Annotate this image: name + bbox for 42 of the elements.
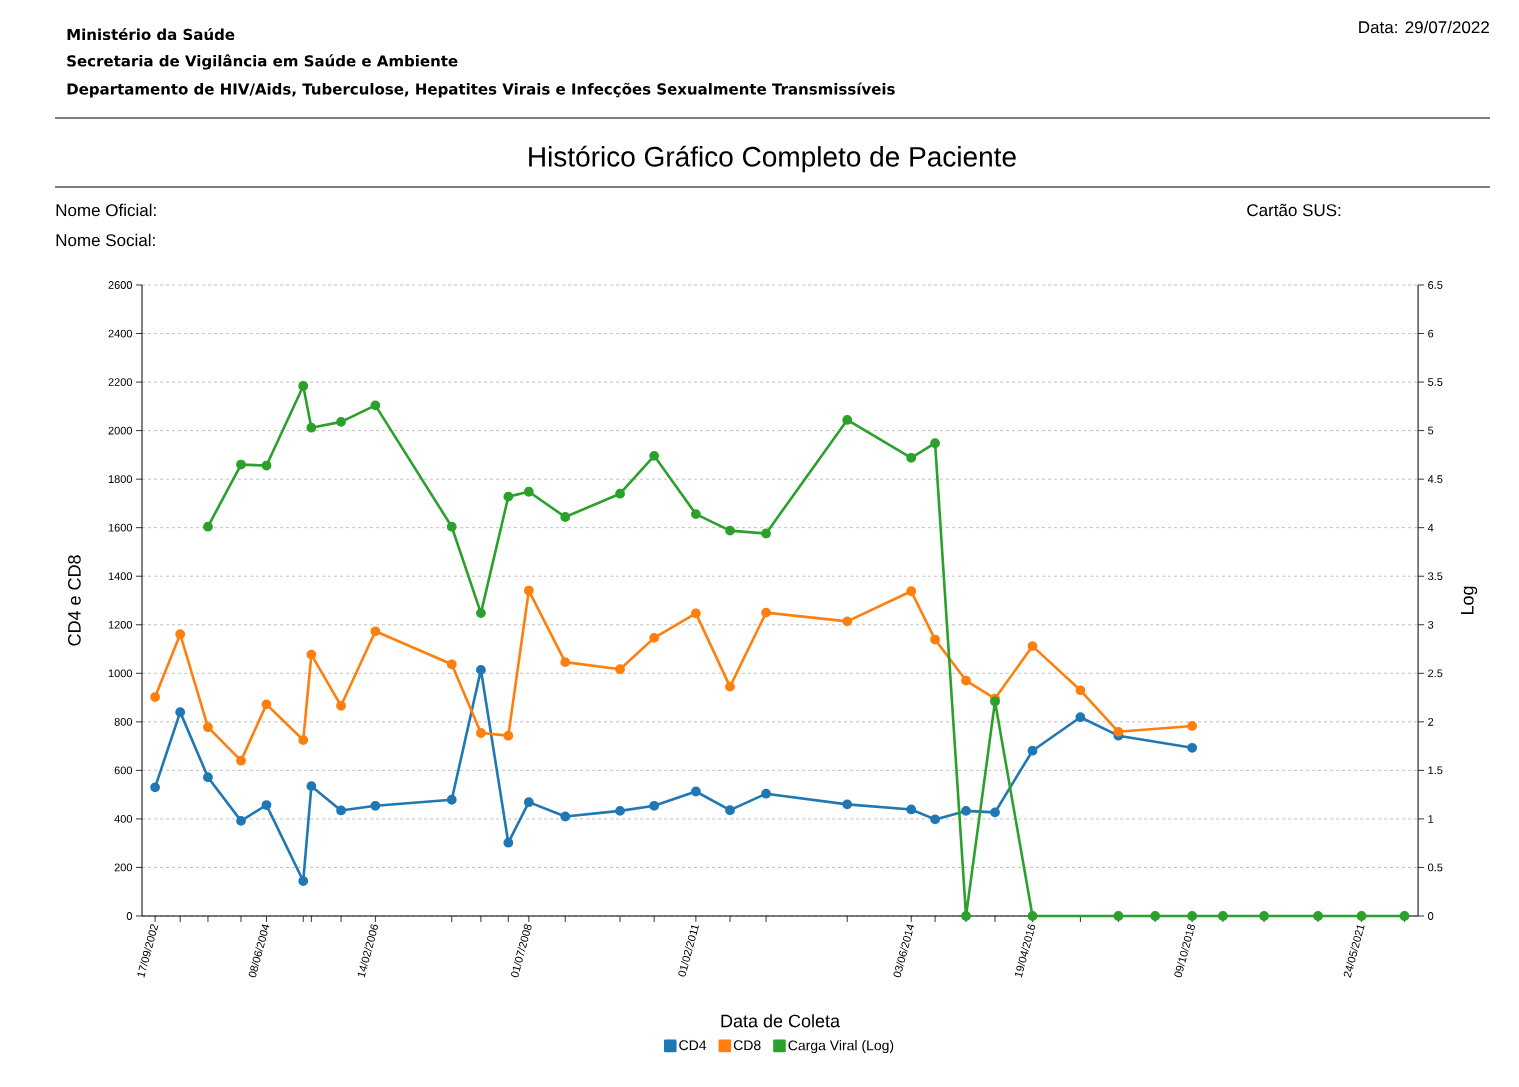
chart-title: Histórico Gráfico Completo de Paciente	[529, 145, 1016, 173]
y-tick-label: 1000	[108, 669, 133, 678]
text: Secretaria de Vigilância em Saúde e Ambiente	[67, 54, 458, 70]
y2-tick-label: 3.5	[1428, 572, 1443, 581]
y2-tick-label: 6	[1428, 329, 1434, 338]
y2-tick-label: 5	[1428, 426, 1434, 435]
y-axis-title: CD4 e CD8	[68, 555, 81, 646]
y-tick-label: 0	[126, 912, 133, 920]
y2-tick-label: 1	[1428, 815, 1434, 823]
text: Nome Oficial:	[56, 203, 156, 217]
y2-tick-label: 5.5	[1428, 378, 1443, 386]
y2-tick-label: 4.5	[1427, 475, 1443, 483]
y2-tick-label: 2.5	[1428, 669, 1443, 678]
y2-tick-label: 4	[1427, 523, 1434, 532]
y2-axis-title: Log	[1461, 586, 1478, 615]
legend-label: CD8	[733, 1040, 761, 1051]
y-tick-label: 2400	[108, 329, 133, 338]
x-axis-title: Data de Coleta	[721, 1014, 841, 1028]
y2-tick-label: 0.5	[1428, 863, 1443, 872]
y-tick-label: 2000	[108, 426, 133, 435]
y2-tick-label: 6.5	[1428, 281, 1443, 289]
y-tick-label: 1200	[108, 620, 133, 629]
y-tick-label: 200	[114, 863, 133, 872]
y-tick-label: 1400	[108, 572, 133, 581]
legend-label: CD4	[679, 1040, 707, 1051]
y-tick-label: 1600	[108, 523, 133, 532]
y-tick-label: 400	[114, 815, 133, 823]
y2-tick-label: 1.5	[1428, 766, 1443, 775]
y2-tick-label: 0	[1428, 912, 1434, 920]
text: Ministério da Saúde	[67, 27, 235, 41]
y-tick-label: 2600	[108, 281, 133, 289]
y-tick-label: 1800	[108, 475, 133, 484]
y-tick-label: 2200	[108, 378, 133, 386]
y2-tick-label: 3	[1428, 620, 1434, 629]
y-tick-label: 600	[114, 766, 133, 775]
text: Cartão SUS:	[1247, 203, 1341, 217]
y-tick-label: 800	[114, 717, 133, 726]
y2-tick-label: 2	[1428, 718, 1434, 726]
text: Nome Social:	[56, 233, 155, 247]
text: Data: 29/07/2022	[1359, 20, 1489, 34]
text: Departamento de HIV/Aids, Tuberculose, Hepatites Virais e Infecções Sexualmente Transmissíveis	[67, 82, 895, 98]
legend-label: Carga Viral (Log)	[788, 1040, 894, 1054]
